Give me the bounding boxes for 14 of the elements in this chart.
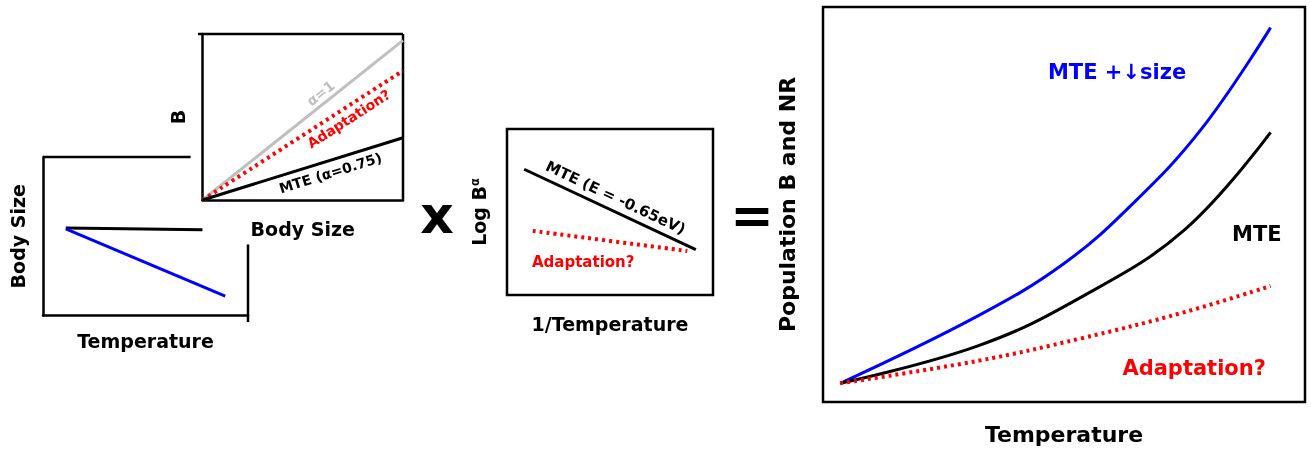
x-axis-title: Body Size: [250, 218, 355, 240]
annotation: x: [420, 185, 454, 245]
y-axis-title: Body Size: [7, 184, 29, 289]
text: =: [730, 185, 774, 245]
series-label: MTE: [1232, 222, 1282, 247]
series-label: Adaptation?: [531, 252, 635, 271]
y-axis-title: Log Bα: [467, 177, 491, 246]
x-axis-title: Temperature: [984, 421, 1144, 447]
y-axis-title: Population B and NR: [774, 76, 800, 333]
x-axis-title: Temperature: [77, 329, 214, 352]
y-axis-title: B: [166, 109, 189, 125]
series-label: MTE +↓size: [1047, 59, 1187, 84]
series-label: Adaptation?: [1122, 356, 1266, 381]
x-axis-title: 1/Temperature: [531, 313, 689, 335]
